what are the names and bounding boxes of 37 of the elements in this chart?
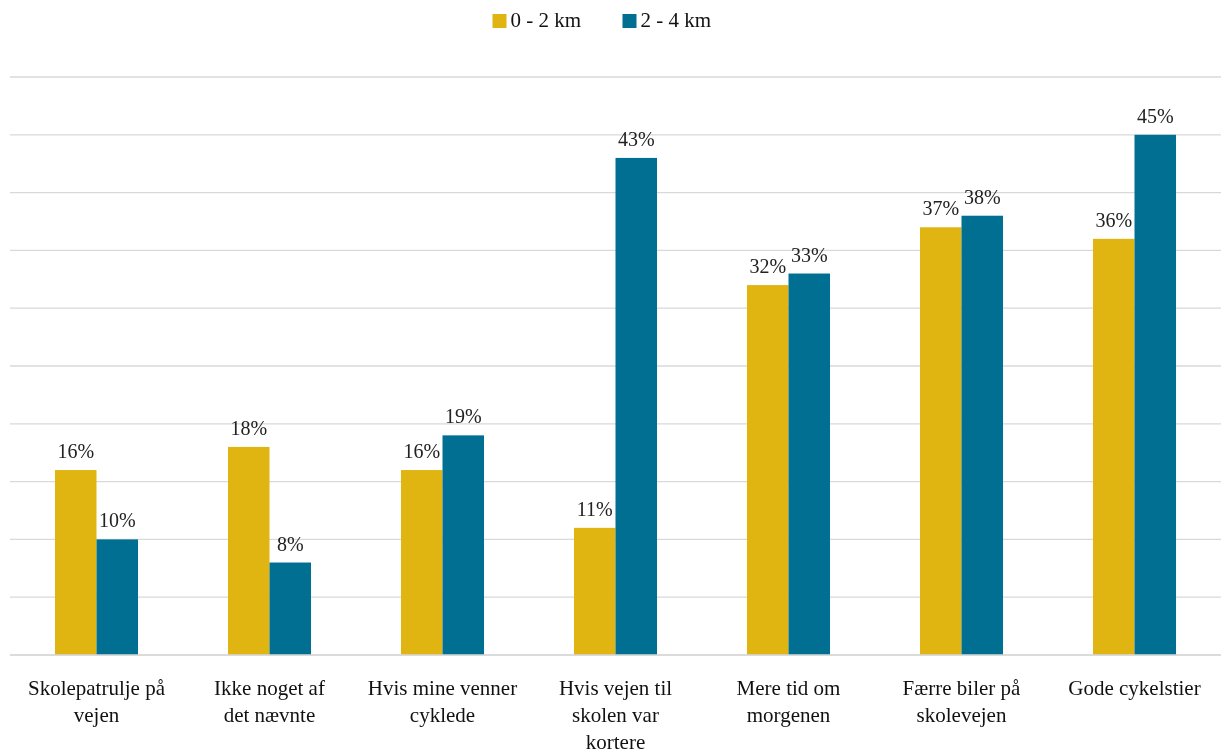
x-tick-label: Hvis mine venner cyklede	[367, 676, 518, 727]
data-label: 45%	[1136, 104, 1174, 127]
bar	[573, 527, 616, 655]
bar	[961, 215, 1004, 655]
data-label: 18%	[230, 416, 268, 439]
data-label: 16%	[57, 440, 95, 463]
x-tick-label: Skolepatrulje på vejen	[27, 676, 166, 727]
bar	[227, 446, 270, 655]
x-tick-label: Ikke noget af det nævnte	[214, 676, 325, 727]
data-label: 36%	[1095, 208, 1133, 231]
bar	[746, 285, 789, 655]
legend-label: 0 - 2 km	[510, 8, 582, 32]
legend-label: 2 - 4 km	[640, 8, 712, 32]
data-label: 43%	[617, 127, 655, 150]
bar	[96, 539, 139, 655]
bar	[1134, 134, 1177, 655]
data-label: 38%	[963, 185, 1001, 208]
data-label: 8%	[276, 532, 304, 555]
data-label: 32%	[749, 255, 787, 278]
bar	[1092, 238, 1135, 655]
x-tick-label: Mere tid om morgenen	[736, 676, 841, 727]
data-label: 10%	[98, 509, 136, 532]
bar	[442, 435, 485, 655]
data-label: 16%	[403, 440, 441, 463]
bar	[269, 562, 312, 655]
x-tick-label: Gode cykelstier	[1068, 676, 1201, 700]
data-label: 11%	[576, 497, 613, 520]
bar	[788, 273, 831, 655]
bar	[615, 157, 658, 655]
data-label: 37%	[922, 197, 960, 220]
data-label: 33%	[790, 243, 828, 266]
bar	[54, 470, 97, 655]
data-label: 19%	[444, 405, 482, 428]
x-tick-label: Hvis vejen til skolen var kortere	[558, 676, 673, 754]
bar	[400, 470, 443, 655]
bar	[919, 227, 962, 655]
x-tick-label: Færre biler på skolevejen	[902, 676, 1022, 727]
